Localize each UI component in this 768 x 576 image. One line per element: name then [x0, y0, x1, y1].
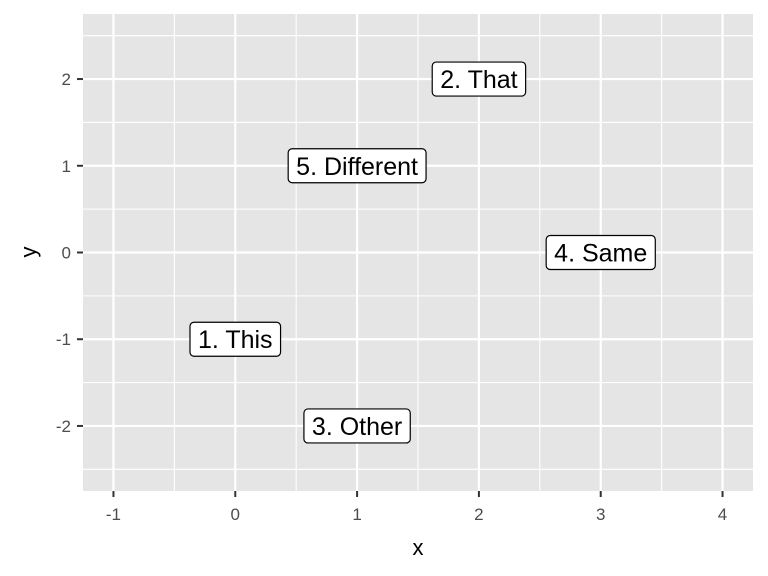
y-tick-label: -2	[56, 417, 71, 436]
label-box	[189, 321, 282, 357]
x-axis-title: x	[413, 535, 424, 560]
point-label: 1. This	[189, 321, 282, 357]
label-box	[545, 234, 656, 271]
x-axis: -1 0 1 2 3 4	[106, 491, 727, 524]
x-tick-label: 1	[352, 505, 361, 524]
point-label: 5. Different	[287, 148, 427, 184]
label-text: 1. This	[198, 326, 273, 354]
label-text: 5. Different	[296, 153, 418, 181]
x-tick-label: 0	[231, 505, 240, 524]
label-box	[431, 61, 527, 97]
y-axis-title: y	[16, 247, 41, 258]
y-tick-label: 1	[62, 157, 71, 176]
point-labels: 1. This 2. That 3. Other 4. Same 5. Differen…	[189, 61, 656, 444]
x-tick-label: 3	[596, 505, 605, 524]
point-label: 3. Other	[303, 408, 411, 444]
y-tick-label: 0	[62, 244, 71, 263]
point-label: 4. Same	[545, 234, 656, 271]
x-tick-label: 2	[474, 505, 483, 524]
x-tick-label: 4	[718, 505, 727, 524]
point-label: 2. That	[431, 61, 527, 97]
label-box	[303, 408, 411, 444]
y-tick-label: -1	[56, 330, 71, 349]
x-tick-label: -1	[106, 505, 121, 524]
label-text: 3. Other	[312, 413, 402, 441]
y-tick-label: 2	[62, 70, 71, 89]
y-axis: -2 -1 0 1 2	[56, 70, 83, 436]
label-box	[287, 148, 427, 184]
label-text: 4. Same	[554, 240, 647, 268]
label-text: 2. That	[440, 66, 517, 94]
